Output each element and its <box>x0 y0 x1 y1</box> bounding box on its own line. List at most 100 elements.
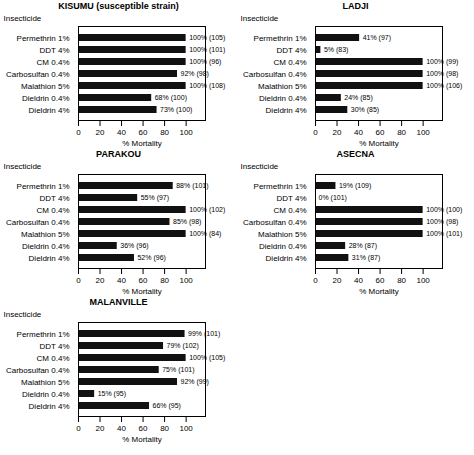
svg-text:52% (96): 52% (96) <box>137 254 165 262</box>
svg-text:Dieldrin 0.4%: Dieldrin 0.4% <box>259 242 307 251</box>
svg-text:Insecticide: Insecticide <box>4 14 42 23</box>
svg-text:60: 60 <box>139 128 148 137</box>
svg-text:Malathion 5%: Malathion 5% <box>258 230 306 239</box>
svg-text:DDT 4%: DDT 4% <box>276 194 306 203</box>
svg-text:100% (100): 100% (100) <box>426 206 462 214</box>
svg-text:100: 100 <box>416 128 430 137</box>
svg-text:Dieldrin 0.4%: Dieldrin 0.4% <box>259 94 307 103</box>
svg-text:75% (101): 75% (101) <box>162 366 194 374</box>
svg-text:0: 0 <box>76 276 81 285</box>
svg-text:99% (101): 99% (101) <box>188 330 220 338</box>
svg-text:31% (87): 31% (87) <box>352 254 380 262</box>
svg-text:100% (102): 100% (102) <box>189 206 225 214</box>
svg-text:30% (85): 30% (85) <box>351 106 379 114</box>
svg-text:60: 60 <box>139 276 148 285</box>
svg-text:Dieldrin 0.4%: Dieldrin 0.4% <box>22 242 70 251</box>
svg-text:20: 20 <box>96 424 105 433</box>
svg-text:40: 40 <box>354 276 363 285</box>
svg-text:Permethrin 1%: Permethrin 1% <box>254 34 307 43</box>
svg-text:24% (85): 24% (85) <box>344 94 372 102</box>
svg-text:CM 0.4%: CM 0.4% <box>37 206 70 215</box>
svg-text:Carbosulfan 0.4%: Carbosulfan 0.4% <box>243 70 307 79</box>
svg-text:CM 0.4%: CM 0.4% <box>37 354 70 363</box>
svg-text:Permethrin 1%: Permethrin 1% <box>254 182 307 191</box>
svg-text:28% (87): 28% (87) <box>349 242 377 250</box>
svg-text:80: 80 <box>160 424 169 433</box>
svg-text:100% (105): 100% (105) <box>189 34 225 42</box>
svg-text:5% (83): 5% (83) <box>324 46 349 54</box>
svg-text:80: 80 <box>397 128 406 137</box>
svg-text:Malathion 5%: Malathion 5% <box>21 230 69 239</box>
svg-text:40: 40 <box>354 128 363 137</box>
svg-text:DDT 4%: DDT 4% <box>39 194 69 203</box>
svg-text:Dieldrin 4%: Dieldrin 4% <box>29 402 70 411</box>
svg-text:100: 100 <box>416 276 430 285</box>
svg-text:40: 40 <box>117 424 126 433</box>
svg-text:80: 80 <box>160 128 169 137</box>
svg-text:15% (95): 15% (95) <box>98 390 126 398</box>
svg-text:% Mortality: % Mortality <box>122 435 162 444</box>
svg-text:CM 0.4%: CM 0.4% <box>274 58 307 67</box>
svg-text:92% (98): 92% (98) <box>181 70 209 78</box>
svg-text:Malathion 5%: Malathion 5% <box>258 82 306 91</box>
svg-text:Dieldrin 4%: Dieldrin 4% <box>29 106 70 115</box>
svg-text:20: 20 <box>333 276 342 285</box>
svg-text:66% (95): 66% (95) <box>153 402 181 410</box>
svg-text:20: 20 <box>333 128 342 137</box>
svg-text:68% (100): 68% (100) <box>155 94 187 102</box>
svg-text:Malathion 5%: Malathion 5% <box>21 378 69 387</box>
svg-text:100: 100 <box>179 128 193 137</box>
svg-text:80: 80 <box>397 276 406 285</box>
svg-text:100% (106): 100% (106) <box>426 82 462 90</box>
svg-text:% Mortality: % Mortality <box>359 287 399 296</box>
svg-text:Dieldrin 0.4%: Dieldrin 0.4% <box>22 390 70 399</box>
svg-text:CM 0.4%: CM 0.4% <box>274 206 307 215</box>
svg-text:DDT 4%: DDT 4% <box>276 46 306 55</box>
svg-text:Permethrin 1%: Permethrin 1% <box>17 182 70 191</box>
svg-text:Permethrin 1%: Permethrin 1% <box>17 330 70 339</box>
svg-text:73% (100): 73% (100) <box>160 106 192 114</box>
svg-text:Insecticide: Insecticide <box>241 162 279 171</box>
svg-text:100% (105): 100% (105) <box>189 354 225 362</box>
svg-text:92% (99): 92% (99) <box>181 378 209 386</box>
svg-text:60: 60 <box>376 276 385 285</box>
svg-text:100: 100 <box>179 424 193 433</box>
svg-text:Malathion 5%: Malathion 5% <box>21 82 69 91</box>
svg-text:41% (97): 41% (97) <box>363 34 391 42</box>
svg-text:Dieldrin 4%: Dieldrin 4% <box>266 106 307 115</box>
svg-text:% Mortality: % Mortality <box>122 287 162 296</box>
svg-text:60: 60 <box>139 424 148 433</box>
svg-text:79% (102): 79% (102) <box>167 342 199 350</box>
svg-text:Permethrin 1%: Permethrin 1% <box>17 34 70 43</box>
svg-text:88% (101): 88% (101) <box>176 182 208 190</box>
svg-text:80: 80 <box>160 276 169 285</box>
svg-text:DDT 4%: DDT 4% <box>39 342 69 351</box>
svg-text:Dieldrin 4%: Dieldrin 4% <box>266 254 307 263</box>
svg-text:% Mortality: % Mortality <box>122 139 162 148</box>
svg-text:55% (97): 55% (97) <box>141 194 169 202</box>
svg-text:20: 20 <box>96 128 105 137</box>
svg-text:Dieldrin 0.4%: Dieldrin 0.4% <box>22 94 70 103</box>
svg-text:40: 40 <box>117 276 126 285</box>
svg-text:100% (101): 100% (101) <box>189 46 225 54</box>
svg-text:0: 0 <box>313 128 318 137</box>
svg-text:0: 0 <box>76 424 81 433</box>
svg-text:DDT 4%: DDT 4% <box>39 46 69 55</box>
svg-text:100% (101): 100% (101) <box>426 230 462 238</box>
svg-text:36% (96): 36% (96) <box>120 242 148 250</box>
svg-text:Carbosulfan 0.4%: Carbosulfan 0.4% <box>243 218 307 227</box>
svg-text:Dieldrin 4%: Dieldrin 4% <box>29 254 70 263</box>
svg-text:Carbosulfan 0.4%: Carbosulfan 0.4% <box>6 70 70 79</box>
svg-text:CM 0.4%: CM 0.4% <box>37 58 70 67</box>
svg-text:Insecticide: Insecticide <box>4 162 42 171</box>
svg-text:Insecticide: Insecticide <box>241 14 279 23</box>
svg-text:40: 40 <box>117 128 126 137</box>
svg-text:85% (98): 85% (98) <box>173 218 201 226</box>
svg-text:0% (101): 0% (101) <box>319 194 347 202</box>
svg-text:% Mortality: % Mortality <box>359 139 399 148</box>
svg-text:Carbosulfan 0.4%: Carbosulfan 0.4% <box>6 218 70 227</box>
svg-text:20: 20 <box>96 276 105 285</box>
svg-text:100% (108): 100% (108) <box>189 82 225 90</box>
svg-text:0: 0 <box>76 128 81 137</box>
svg-text:60: 60 <box>376 128 385 137</box>
